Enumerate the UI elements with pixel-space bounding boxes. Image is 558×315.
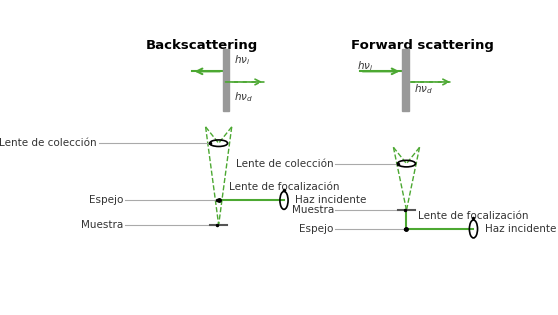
Bar — [402, 49, 409, 111]
Text: Haz incidente: Haz incidente — [485, 224, 556, 234]
Text: Lente de focalización: Lente de focalización — [418, 211, 529, 221]
Text: Lente de colección: Lente de colección — [0, 138, 97, 148]
Text: Lente de focalización: Lente de focalización — [229, 182, 339, 192]
Text: Espejo: Espejo — [300, 224, 334, 234]
Text: Espejo: Espejo — [89, 195, 123, 205]
Text: $h\nu_d$: $h\nu_d$ — [414, 82, 433, 96]
Text: $h\nu_i$: $h\nu_i$ — [358, 59, 374, 73]
Text: Backscattering: Backscattering — [146, 39, 258, 52]
Text: Lente de colección: Lente de colección — [236, 159, 334, 169]
Text: $h\nu_d$: $h\nu_d$ — [234, 90, 253, 104]
Text: Muestra: Muestra — [81, 220, 123, 230]
Text: Muestra: Muestra — [292, 205, 334, 215]
Text: Haz incidente: Haz incidente — [295, 195, 367, 205]
Text: Forward scattering: Forward scattering — [352, 39, 494, 52]
Bar — [223, 49, 229, 111]
Text: $h\nu_i$: $h\nu_i$ — [234, 53, 251, 67]
